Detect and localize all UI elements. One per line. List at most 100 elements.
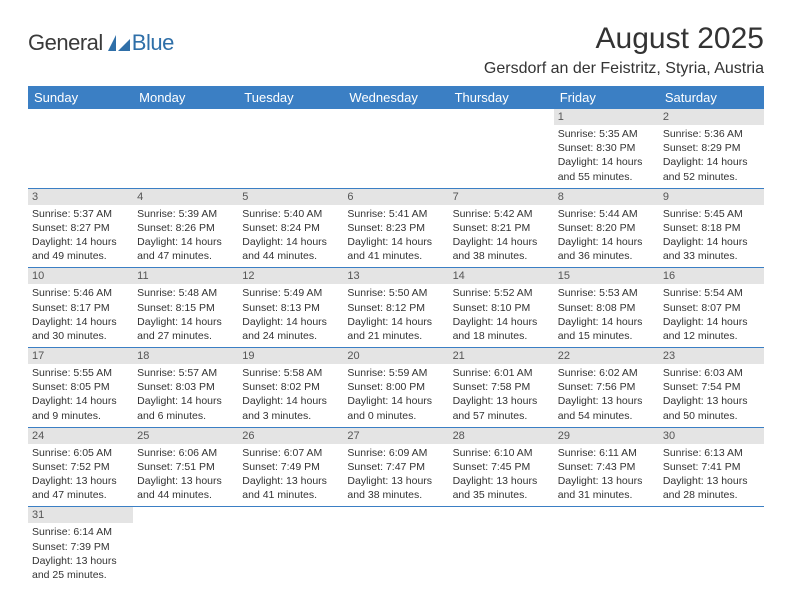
day-line: Sunrise: 6:06 AM <box>137 446 234 460</box>
day-cell: 19Sunrise: 5:58 AMSunset: 8:02 PMDayligh… <box>238 348 343 428</box>
day-data: Sunrise: 6:10 AMSunset: 7:45 PMDaylight:… <box>449 444 554 507</box>
day-number: 16 <box>659 268 764 284</box>
day-line: Sunrise: 6:09 AM <box>347 446 444 460</box>
day-data: Sunrise: 5:58 AMSunset: 8:02 PMDaylight:… <box>238 364 343 427</box>
day-line: Sunset: 8:24 PM <box>242 221 339 235</box>
day-cell: 23Sunrise: 6:03 AMSunset: 7:54 PMDayligh… <box>659 348 764 428</box>
week-row: 1Sunrise: 5:35 AMSunset: 8:30 PMDaylight… <box>28 109 764 188</box>
day-number: 2 <box>659 109 764 125</box>
day-cell: 16Sunrise: 5:54 AMSunset: 8:07 PMDayligh… <box>659 268 764 348</box>
day-line: Sunrise: 5:58 AM <box>242 366 339 380</box>
day-cell: 27Sunrise: 6:09 AMSunset: 7:47 PMDayligh… <box>343 427 448 507</box>
day-cell <box>28 109 133 188</box>
day-line: Sunset: 7:45 PM <box>453 460 550 474</box>
day-line: and 6 minutes. <box>137 409 234 423</box>
header: General Blue August 2025 Gersdorf an der… <box>28 22 764 78</box>
day-number: 1 <box>554 109 659 125</box>
day-data: Sunrise: 5:54 AMSunset: 8:07 PMDaylight:… <box>659 284 764 347</box>
day-line: Sunset: 8:12 PM <box>347 301 444 315</box>
day-line: and 38 minutes. <box>453 249 550 263</box>
day-line: Sunrise: 6:11 AM <box>558 446 655 460</box>
day-line: Sunrise: 5:52 AM <box>453 286 550 300</box>
day-line: and 3 minutes. <box>242 409 339 423</box>
day-line: Sunrise: 5:55 AM <box>32 366 129 380</box>
day-line: Sunset: 7:58 PM <box>453 380 550 394</box>
day-data: Sunrise: 5:44 AMSunset: 8:20 PMDaylight:… <box>554 205 659 268</box>
dayname: Saturday <box>659 86 764 109</box>
day-data: Sunrise: 5:36 AMSunset: 8:29 PMDaylight:… <box>659 125 764 188</box>
day-data: Sunrise: 5:41 AMSunset: 8:23 PMDaylight:… <box>343 205 448 268</box>
dayname: Thursday <box>449 86 554 109</box>
day-cell: 4Sunrise: 5:39 AMSunset: 8:26 PMDaylight… <box>133 188 238 268</box>
day-data: Sunrise: 5:48 AMSunset: 8:15 PMDaylight:… <box>133 284 238 347</box>
day-line: Sunset: 7:52 PM <box>32 460 129 474</box>
day-cell: 14Sunrise: 5:52 AMSunset: 8:10 PMDayligh… <box>449 268 554 348</box>
day-line: Sunrise: 5:37 AM <box>32 207 129 221</box>
day-number: 25 <box>133 428 238 444</box>
day-number: 21 <box>449 348 554 364</box>
day-cell: 11Sunrise: 5:48 AMSunset: 8:15 PMDayligh… <box>133 268 238 348</box>
day-line: Sunrise: 6:01 AM <box>453 366 550 380</box>
day-data: Sunrise: 5:39 AMSunset: 8:26 PMDaylight:… <box>133 205 238 268</box>
day-line: Sunrise: 5:59 AM <box>347 366 444 380</box>
day-number: 7 <box>449 189 554 205</box>
day-cell <box>133 507 238 586</box>
day-line: Sunrise: 6:03 AM <box>663 366 760 380</box>
week-row: 3Sunrise: 5:37 AMSunset: 8:27 PMDaylight… <box>28 188 764 268</box>
day-number: 4 <box>133 189 238 205</box>
day-line: Daylight: 13 hours <box>558 394 655 408</box>
day-line: Sunrise: 5:44 AM <box>558 207 655 221</box>
day-line: Sunrise: 5:36 AM <box>663 127 760 141</box>
day-number: 12 <box>238 268 343 284</box>
dayname: Sunday <box>28 86 133 109</box>
day-line: Sunset: 7:43 PM <box>558 460 655 474</box>
day-line: Daylight: 13 hours <box>663 474 760 488</box>
day-number: 9 <box>659 189 764 205</box>
day-cell: 7Sunrise: 5:42 AMSunset: 8:21 PMDaylight… <box>449 188 554 268</box>
day-number: 27 <box>343 428 448 444</box>
day-line: Sunrise: 5:53 AM <box>558 286 655 300</box>
day-number: 14 <box>449 268 554 284</box>
day-number: 28 <box>449 428 554 444</box>
day-line: Sunset: 8:29 PM <box>663 141 760 155</box>
day-cell <box>554 507 659 586</box>
day-line: Sunset: 8:27 PM <box>32 221 129 235</box>
week-row: 17Sunrise: 5:55 AMSunset: 8:05 PMDayligh… <box>28 348 764 428</box>
day-line: Daylight: 14 hours <box>137 394 234 408</box>
day-data: Sunrise: 5:45 AMSunset: 8:18 PMDaylight:… <box>659 205 764 268</box>
day-line: Daylight: 13 hours <box>453 474 550 488</box>
day-line: Sunset: 7:51 PM <box>137 460 234 474</box>
day-line: Daylight: 13 hours <box>32 474 129 488</box>
day-cell: 24Sunrise: 6:05 AMSunset: 7:52 PMDayligh… <box>28 427 133 507</box>
day-cell: 13Sunrise: 5:50 AMSunset: 8:12 PMDayligh… <box>343 268 448 348</box>
day-line: Sunset: 8:26 PM <box>137 221 234 235</box>
day-line: Sunset: 8:17 PM <box>32 301 129 315</box>
day-line: Daylight: 14 hours <box>137 315 234 329</box>
day-line: Sunrise: 5:57 AM <box>137 366 234 380</box>
day-line: Daylight: 13 hours <box>663 394 760 408</box>
dayname: Monday <box>133 86 238 109</box>
day-line: Daylight: 14 hours <box>32 315 129 329</box>
day-cell: 30Sunrise: 6:13 AMSunset: 7:41 PMDayligh… <box>659 427 764 507</box>
day-line: and 52 minutes. <box>663 170 760 184</box>
day-line: Sunrise: 6:07 AM <box>242 446 339 460</box>
day-number: 30 <box>659 428 764 444</box>
day-line: Daylight: 14 hours <box>242 235 339 249</box>
day-line: and 24 minutes. <box>242 329 339 343</box>
day-number: 8 <box>554 189 659 205</box>
day-line: and 15 minutes. <box>558 329 655 343</box>
day-line: Daylight: 14 hours <box>32 394 129 408</box>
logo: General Blue <box>28 30 174 56</box>
day-cell: 8Sunrise: 5:44 AMSunset: 8:20 PMDaylight… <box>554 188 659 268</box>
day-line: Sunset: 8:03 PM <box>137 380 234 394</box>
day-line: Sunrise: 5:46 AM <box>32 286 129 300</box>
day-line: Sunset: 8:15 PM <box>137 301 234 315</box>
day-cell: 17Sunrise: 5:55 AMSunset: 8:05 PMDayligh… <box>28 348 133 428</box>
logo-text-general: General <box>28 30 103 56</box>
day-line: Sunset: 8:18 PM <box>663 221 760 235</box>
day-line: Sunrise: 5:54 AM <box>663 286 760 300</box>
day-cell: 2Sunrise: 5:36 AMSunset: 8:29 PMDaylight… <box>659 109 764 188</box>
day-cell: 9Sunrise: 5:45 AMSunset: 8:18 PMDaylight… <box>659 188 764 268</box>
day-line: Sunrise: 5:45 AM <box>663 207 760 221</box>
day-line: Sunset: 7:39 PM <box>32 540 129 554</box>
